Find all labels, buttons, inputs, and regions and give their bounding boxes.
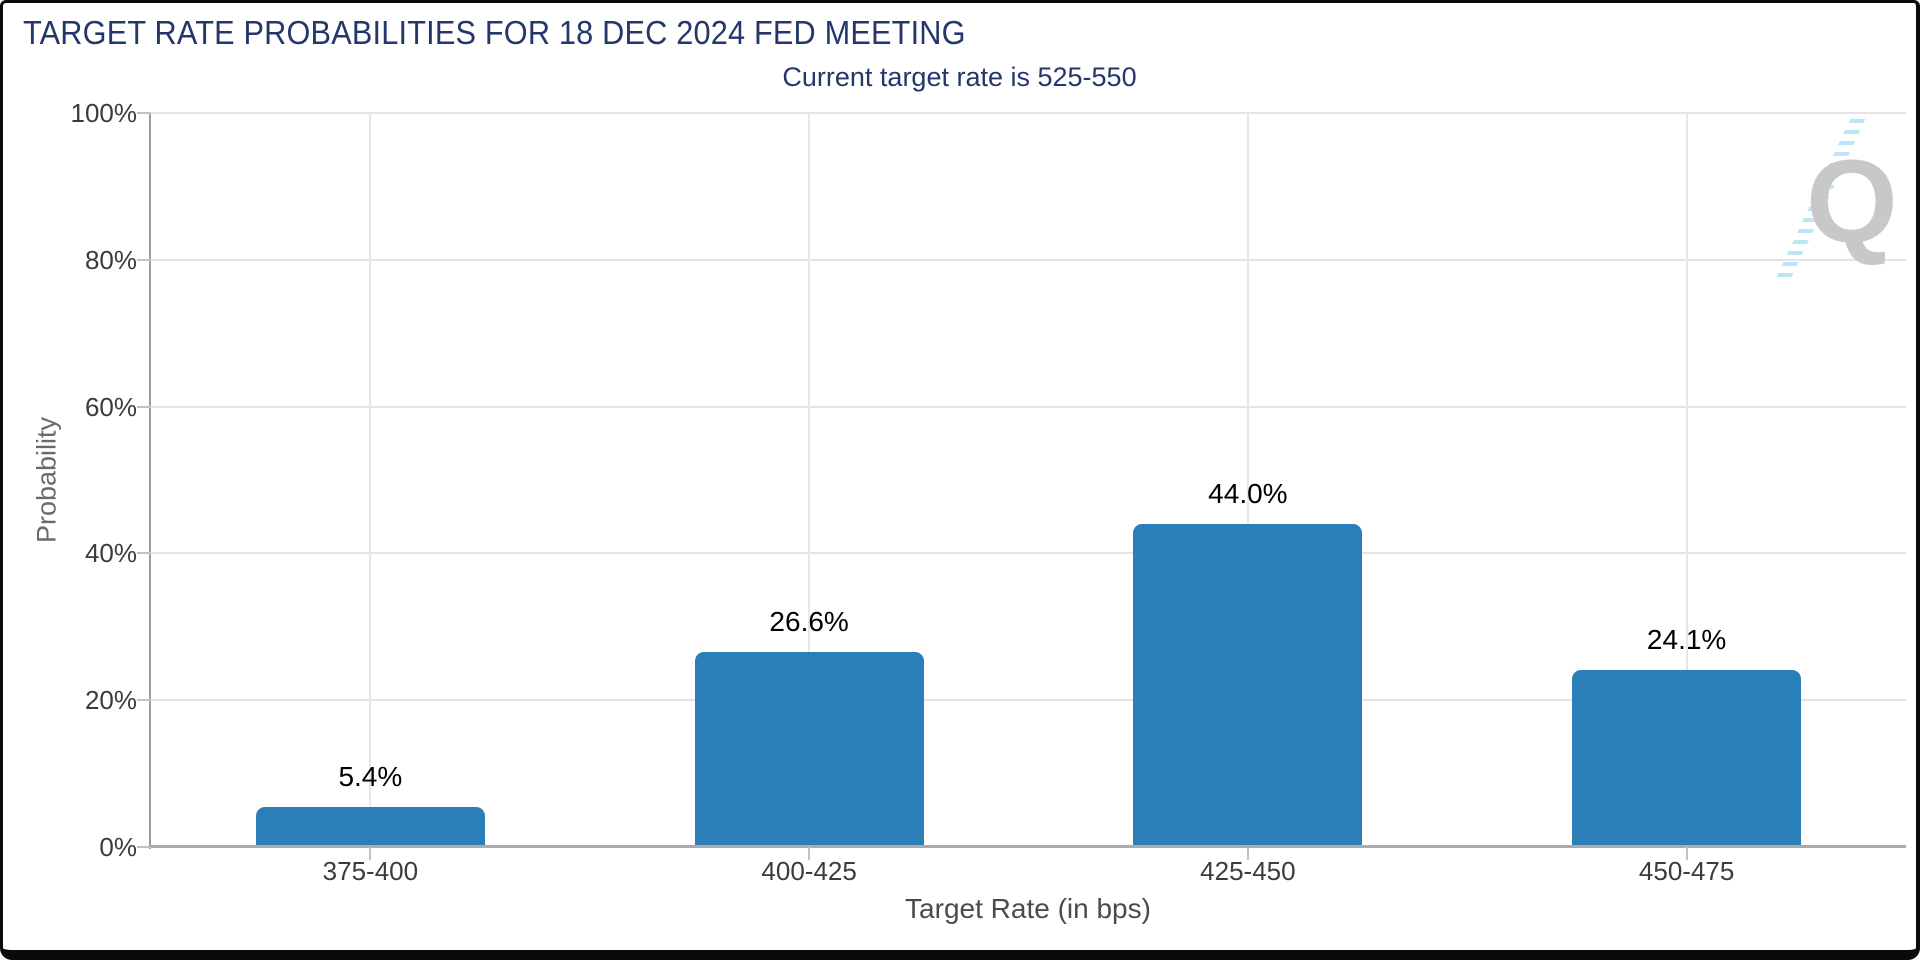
chart-title: TARGET RATE PROBABILITIES FOR 18 DEC 202… (23, 14, 966, 51)
probability-bar (255, 807, 485, 847)
chart-subtitle: Current target rate is 525-550 (782, 62, 1137, 92)
x-tick-label: 375-400 (322, 856, 419, 886)
gridline-horizontal (151, 552, 1906, 555)
y-axis-title: Probability (31, 416, 62, 544)
x-tick-mark (1246, 847, 1249, 860)
bar-value-label: 5.4% (338, 761, 403, 793)
gridline-vertical (808, 113, 811, 847)
y-tick-label: 60% (84, 391, 137, 422)
x-tick-label: 425-450 (1200, 856, 1296, 886)
bar-value-label: 26.6% (769, 605, 849, 637)
y-tick-mark (137, 258, 151, 261)
gridline-horizontal (151, 258, 1906, 261)
gridline-vertical (369, 113, 372, 847)
plot-area: 5.4% 26.6% 44.0% 24.1% (151, 112, 1906, 847)
probability-bar (1572, 670, 1802, 847)
bar-value-label: 44.0% (1208, 478, 1288, 510)
y-tick-mark (137, 552, 151, 555)
gridline-horizontal (151, 405, 1906, 408)
probability-bar (694, 651, 924, 847)
y-tick-label: 0% (99, 832, 137, 862)
y-tick-mark (137, 112, 151, 114)
y-tick-label: 80% (84, 244, 137, 275)
x-tick-label: 450-475 (1638, 856, 1735, 886)
probability-bar (1133, 524, 1363, 847)
x-tick-mark (1685, 847, 1688, 860)
y-tick-label: 20% (84, 685, 137, 716)
y-tick-label: 40% (84, 538, 137, 569)
y-axis-line (149, 113, 151, 849)
gridline-horizontal (151, 699, 1906, 702)
x-tick-label: 400-425 (761, 856, 857, 886)
gridline-vertical (1246, 113, 1249, 847)
x-axis-title: Target Rate (in bps) (905, 893, 1151, 924)
y-tick-mark (137, 699, 151, 702)
gridline-vertical (1685, 113, 1688, 847)
gridline-horizontal (151, 112, 1906, 114)
x-tick-mark (369, 847, 372, 860)
x-tick-mark (808, 847, 811, 860)
y-tick-label: 100% (70, 98, 138, 128)
y-tick-mark (137, 846, 151, 848)
bar-value-label: 24.1% (1646, 624, 1727, 656)
x-axis-line (151, 845, 1906, 848)
y-tick-mark (137, 405, 151, 408)
